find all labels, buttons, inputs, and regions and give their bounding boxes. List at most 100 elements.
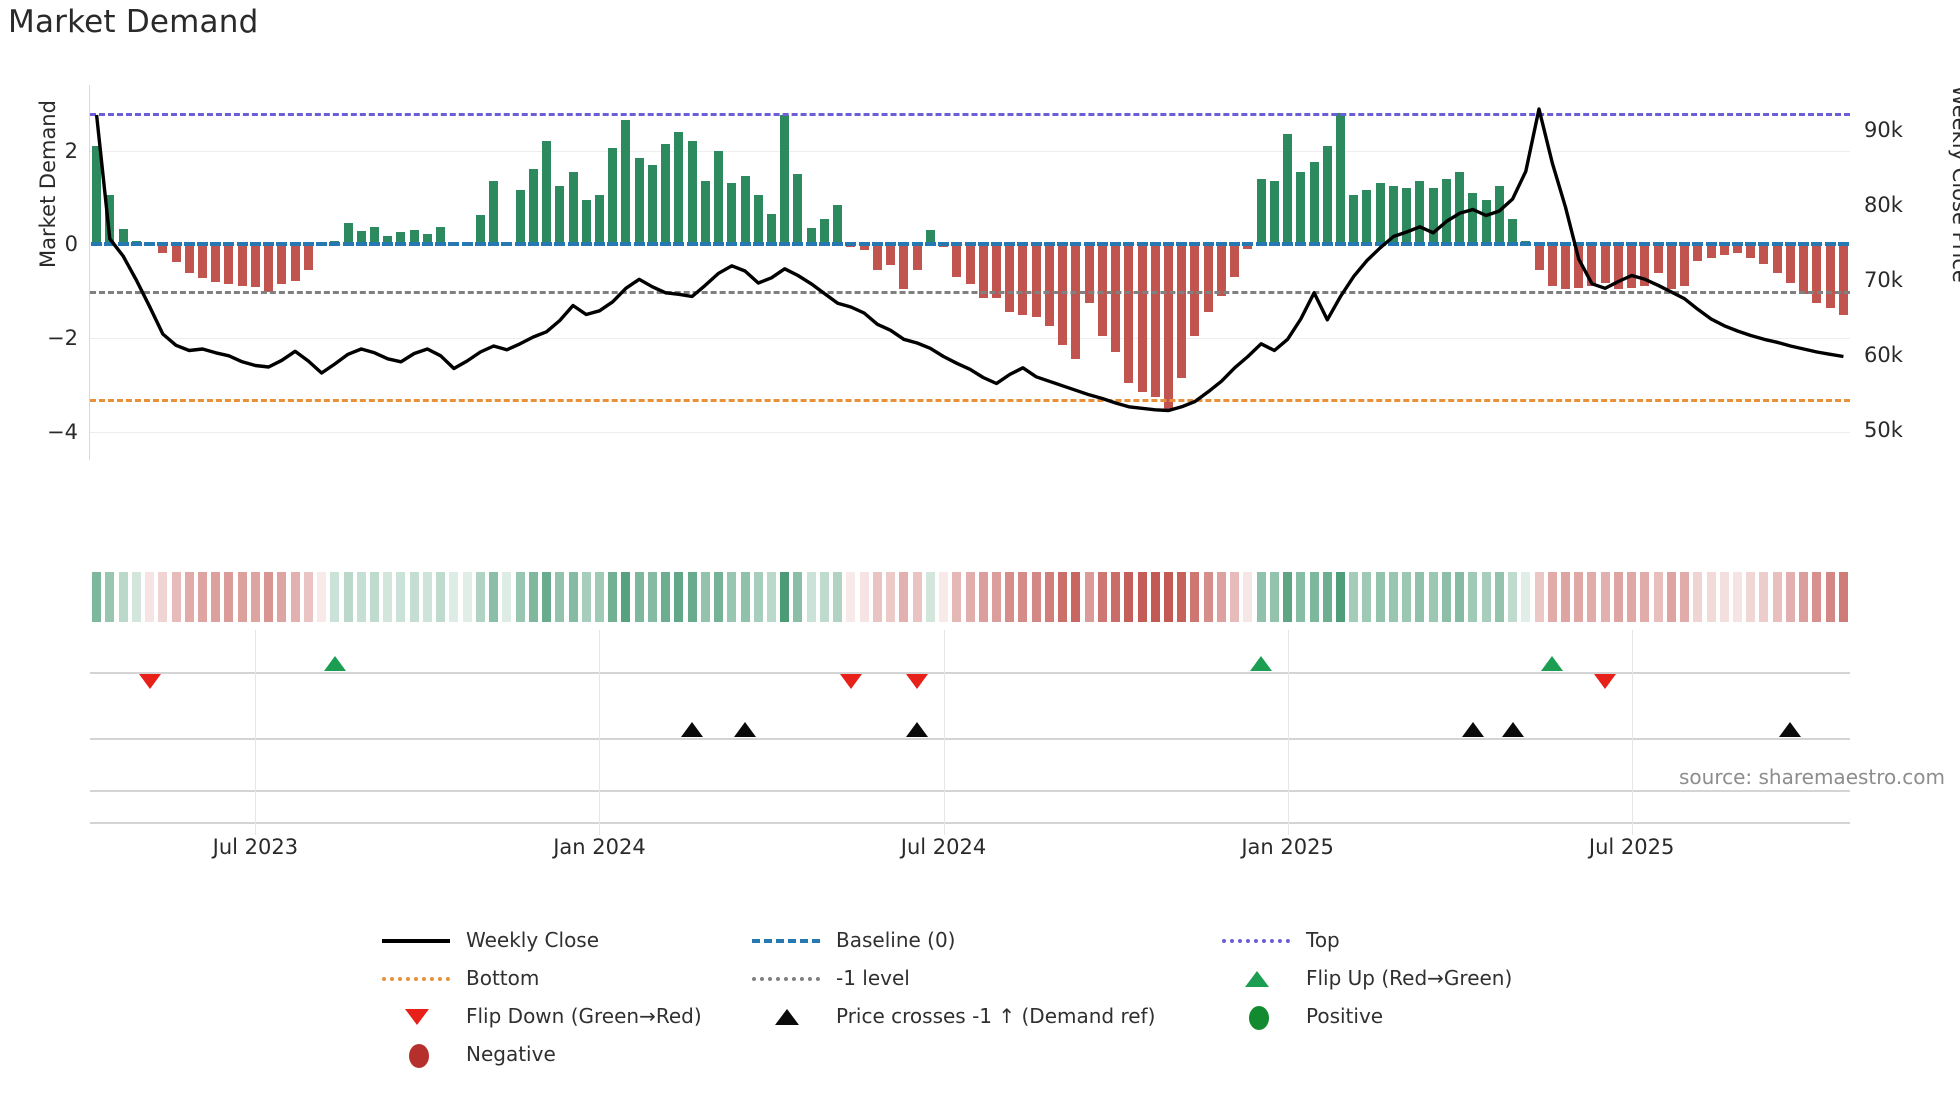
- baseline-segment: [1718, 242, 1730, 247]
- baseline-segment: [660, 242, 672, 247]
- y-tick-right: 90k: [1864, 118, 1903, 142]
- marker-guide-line: [90, 672, 1850, 674]
- heat-cell: [1799, 572, 1809, 622]
- legend-item[interactable]: Baseline (0): [750, 925, 1220, 955]
- heat-cell: [1733, 572, 1743, 622]
- baseline-segment: [607, 242, 619, 247]
- legend-item[interactable]: Bottom: [380, 963, 750, 993]
- y-tick-left: −2: [47, 326, 78, 351]
- baseline-segment: [1427, 242, 1439, 247]
- heat-cell: [462, 572, 472, 622]
- demand-bar: [1203, 244, 1213, 313]
- baseline-segment: [1162, 242, 1174, 247]
- heat-cell: [1627, 572, 1637, 622]
- baseline-segment: [276, 242, 288, 247]
- legend-item[interactable]: Flip Up (Red→Green): [1220, 963, 1580, 993]
- legend-item[interactable]: Price crosses -1 ↑ (Demand ref): [750, 1001, 1220, 1031]
- baseline-segment: [1745, 242, 1757, 247]
- heat-cell: [1190, 572, 1200, 622]
- demand-bar: [634, 157, 644, 245]
- demand-bar: [1336, 113, 1346, 245]
- heat-cell: [767, 572, 776, 622]
- baseline-segment: [805, 242, 817, 247]
- demand-bar: [1534, 244, 1544, 271]
- heat-cell: [1111, 572, 1121, 622]
- baseline-segment: [1215, 242, 1227, 247]
- heat-cell: [436, 572, 446, 622]
- heat-cell: [714, 572, 724, 622]
- baseline-segment: [448, 242, 460, 247]
- heat-cell: [806, 572, 816, 622]
- baseline-segment: [818, 242, 830, 247]
- heat-cell: [370, 572, 379, 622]
- baseline-segment: [236, 242, 248, 247]
- heat-cell: [687, 572, 697, 622]
- baseline-segment: [1123, 242, 1135, 247]
- heat-cell: [925, 572, 935, 622]
- heat-cell: [171, 572, 181, 622]
- demand-bar: [925, 230, 935, 245]
- demand-bar: [767, 213, 776, 245]
- demand-bar: [859, 244, 869, 250]
- demand-bar: [1587, 244, 1597, 286]
- dotted-line-purple-icon: [1220, 930, 1292, 950]
- demand-bar: [700, 181, 710, 245]
- demand-bar: [1653, 244, 1663, 274]
- legend-item[interactable]: Positive: [1220, 1001, 1580, 1031]
- demand-bar: [383, 235, 393, 245]
- minus1-reference-line: [90, 291, 1850, 295]
- heat-cell: [1772, 572, 1782, 622]
- baseline-segment: [686, 242, 698, 247]
- demand-bar: [1838, 244, 1848, 315]
- demand-bar: [343, 223, 353, 245]
- marker-guide-line: [90, 790, 1850, 792]
- heat-cell: [594, 572, 604, 622]
- baseline-segment: [183, 242, 195, 247]
- baseline-segment: [144, 242, 156, 247]
- heat-cell: [1759, 572, 1769, 622]
- legend-item[interactable]: Flip Down (Green→Red): [380, 1001, 750, 1031]
- baseline-segment: [104, 242, 116, 247]
- heat-cell: [1468, 572, 1478, 622]
- baseline-segment: [739, 242, 751, 247]
- baseline-segment: [1083, 242, 1095, 247]
- baseline-segment: [646, 242, 658, 247]
- demand-bar: [1547, 244, 1557, 286]
- price-cross-marker: [1461, 722, 1484, 737]
- heat-cell: [859, 572, 869, 622]
- heat-cell: [409, 572, 419, 622]
- legend-item[interactable]: Weekly Close: [380, 925, 750, 955]
- heat-cell: [303, 572, 313, 622]
- baseline-segment: [1268, 242, 1280, 247]
- heat-cell: [1163, 572, 1173, 622]
- legend-item[interactable]: Top: [1220, 925, 1580, 955]
- baseline-segment: [1665, 242, 1677, 247]
- heat-cell: [899, 572, 909, 622]
- baseline-segment: [1692, 242, 1704, 247]
- heat-cell: [1574, 572, 1584, 622]
- legend-item[interactable]: -1 level: [750, 963, 1220, 993]
- heat-cell: [1203, 572, 1213, 622]
- heat-cell: [250, 572, 260, 622]
- price-cross-marker: [906, 722, 929, 737]
- marker-guide-line: [90, 738, 1850, 740]
- baseline-segment: [1308, 242, 1320, 247]
- heat-cell: [1362, 572, 1372, 622]
- legend-item[interactable]: Negative: [380, 1039, 750, 1069]
- heat-cell: [674, 572, 684, 622]
- baseline-segment: [593, 242, 605, 247]
- demand-bar: [1071, 244, 1081, 360]
- demand-bar: [1627, 244, 1637, 288]
- demand-bar: [1733, 244, 1743, 253]
- marker-vertical-tick: [599, 630, 601, 835]
- demand-bar: [303, 244, 313, 271]
- demand-bar: [1269, 181, 1279, 245]
- baseline-segment: [752, 242, 764, 247]
- heat-cell: [211, 572, 221, 622]
- baseline-segment: [355, 242, 367, 247]
- heat-cell: [383, 572, 393, 622]
- baseline-segment: [1732, 242, 1744, 247]
- demand-bar: [647, 164, 657, 245]
- baseline-segment: [567, 242, 579, 247]
- demand-bar: [581, 199, 591, 245]
